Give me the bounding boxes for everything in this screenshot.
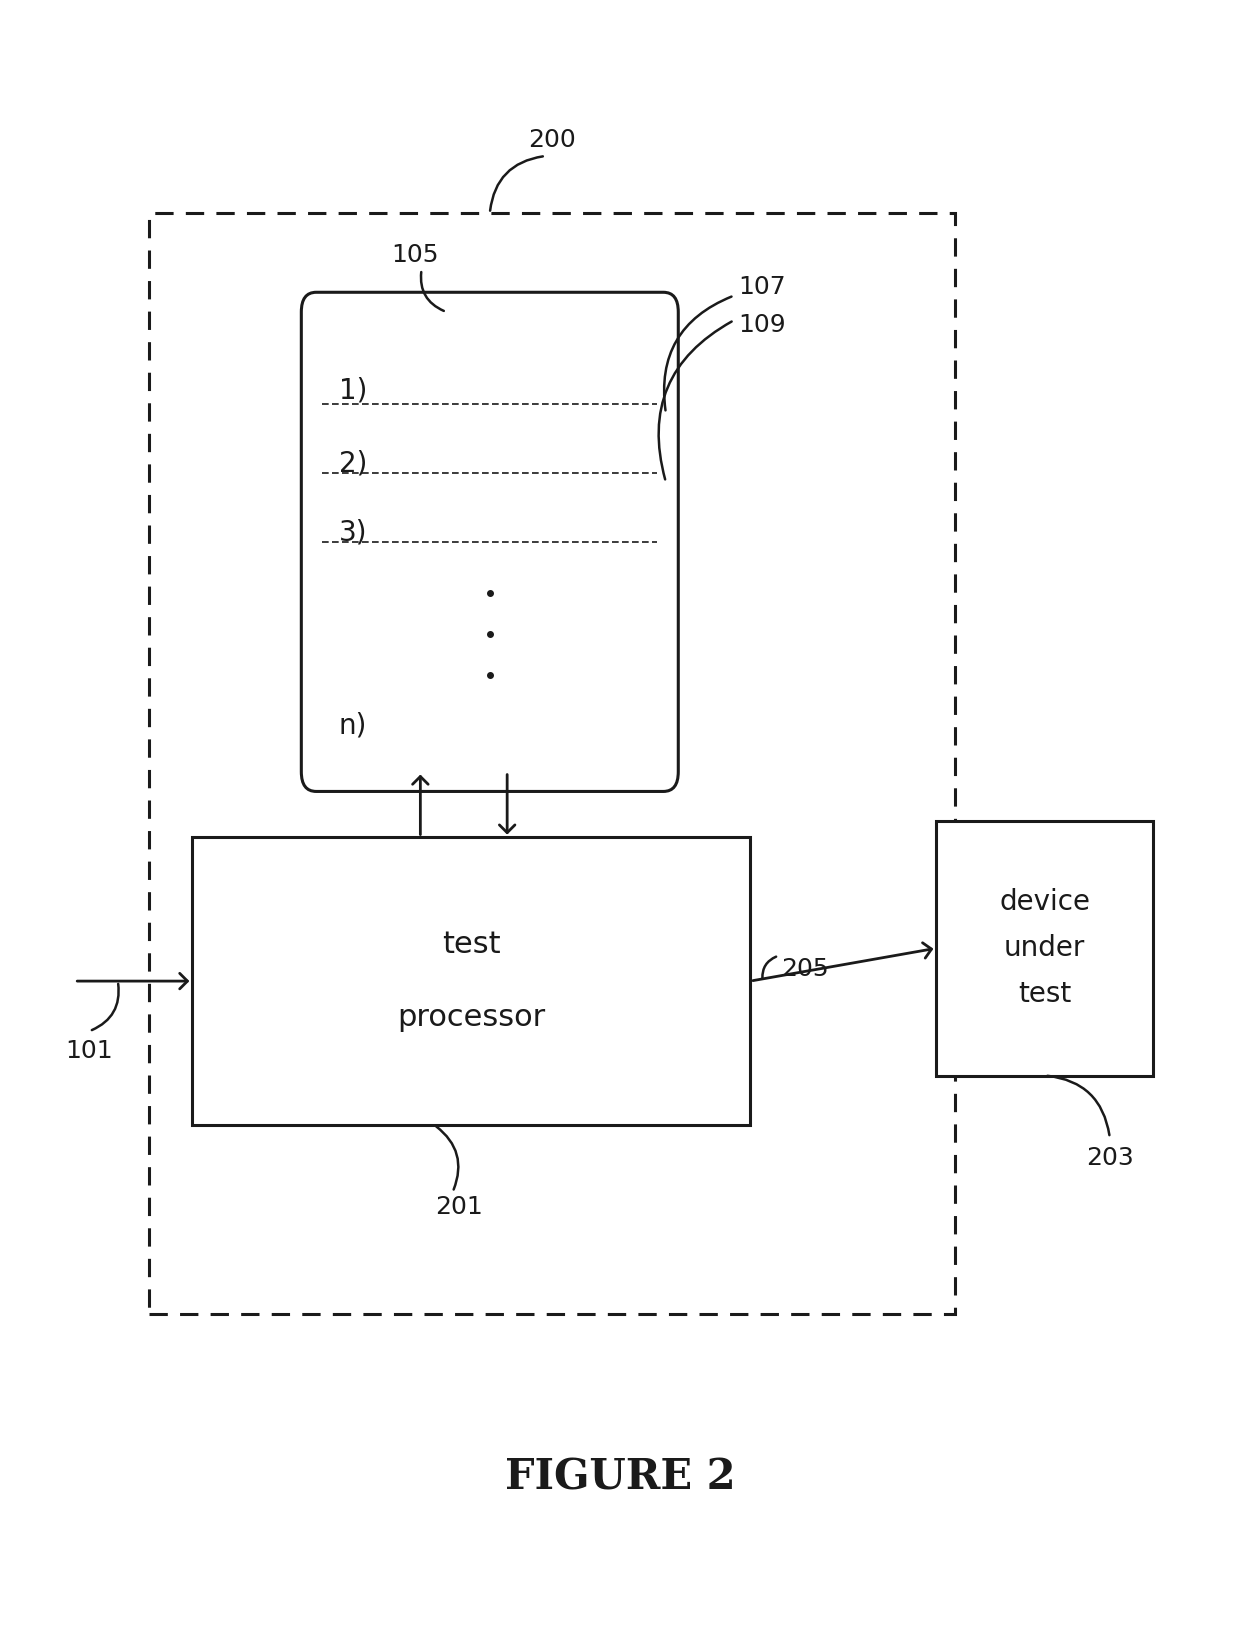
- Text: n): n): [339, 711, 367, 741]
- Bar: [936, 821, 1153, 1076]
- Bar: [192, 837, 750, 1125]
- Text: 2): 2): [339, 450, 367, 478]
- FancyBboxPatch shape: [301, 292, 678, 791]
- Text: 109: 109: [738, 314, 785, 337]
- Text: 201: 201: [435, 1195, 482, 1218]
- Text: processor: processor: [397, 1003, 546, 1031]
- Text: 203: 203: [1086, 1146, 1133, 1169]
- FancyArrowPatch shape: [92, 984, 119, 1030]
- FancyArrowPatch shape: [490, 156, 543, 210]
- FancyArrowPatch shape: [763, 957, 776, 979]
- Text: 3): 3): [339, 519, 367, 547]
- Text: test: test: [441, 931, 501, 959]
- FancyArrowPatch shape: [436, 1126, 459, 1189]
- Text: device: device: [999, 888, 1090, 916]
- Text: 1): 1): [339, 376, 367, 404]
- FancyArrowPatch shape: [665, 297, 732, 410]
- FancyArrowPatch shape: [420, 273, 444, 310]
- FancyArrowPatch shape: [1048, 1076, 1110, 1135]
- Text: 200: 200: [528, 128, 575, 151]
- Text: under: under: [1004, 934, 1085, 962]
- Text: test: test: [1018, 980, 1071, 1008]
- Text: 101: 101: [66, 1039, 113, 1062]
- Text: FIGURE 2: FIGURE 2: [505, 1456, 735, 1499]
- FancyArrowPatch shape: [658, 322, 732, 479]
- Text: 205: 205: [781, 957, 828, 980]
- Text: 105: 105: [392, 243, 439, 266]
- Text: 107: 107: [738, 276, 785, 299]
